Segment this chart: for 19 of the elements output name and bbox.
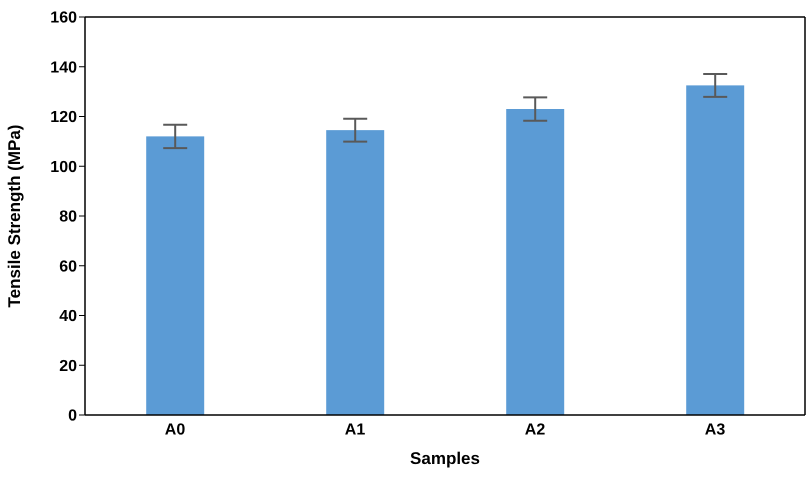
x-axis-title: Samples — [410, 449, 480, 468]
y-tick-label: 80 — [59, 208, 78, 226]
x-tick-label: A0 — [164, 421, 186, 438]
x-tick-label: A3 — [704, 421, 726, 438]
y-tick-label: 140 — [50, 59, 78, 76]
y-axis-title: Tensile Strength (MPa) — [5, 124, 24, 308]
y-tick-label: 100 — [50, 158, 78, 176]
y-tick-label: 160 — [50, 10, 78, 27]
x-tick-label: A2 — [524, 421, 546, 438]
bar — [686, 85, 744, 415]
y-tick-label: 40 — [59, 308, 78, 326]
y-tick-label: 120 — [50, 109, 78, 126]
y-tick-label: 60 — [59, 258, 78, 276]
y-tick-label: 0 — [68, 408, 78, 425]
x-tick-label: A1 — [344, 421, 366, 438]
bar — [506, 109, 564, 415]
y-tick-label: 20 — [59, 358, 78, 375]
bar — [326, 130, 384, 415]
bar — [146, 136, 204, 415]
